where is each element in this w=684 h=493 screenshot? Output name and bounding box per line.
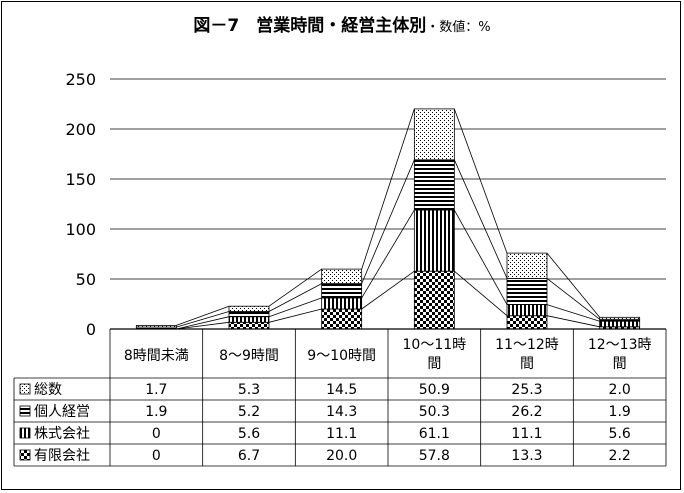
data-label: 26.2 — [511, 404, 542, 420]
bar-segment-有限会社 — [228, 321, 270, 330]
legend-key-個人経営 — [19, 405, 31, 417]
series-line-株式会社 — [176, 316, 230, 330]
bar-segment-有限会社 — [413, 270, 455, 330]
data-label: 20.0 — [326, 448, 357, 464]
y-tick-label: 200 — [65, 120, 96, 139]
data-label: 5.6 — [609, 426, 631, 442]
series-lines — [176, 108, 600, 330]
data-label: 0 — [152, 448, 161, 464]
series-line-総数 — [546, 252, 600, 318]
bar-segment-有限会社 — [506, 315, 548, 330]
series-line-総数 — [268, 268, 322, 307]
series-line-株式会社 — [453, 209, 508, 305]
bar-segment-総数 — [321, 268, 363, 285]
data-label: 11.1 — [511, 426, 542, 442]
series-line-有限会社 — [361, 270, 415, 310]
bar-segment-総数 — [413, 108, 455, 161]
bar-segment-株式会社 — [321, 297, 363, 310]
data-label: 50.9 — [419, 382, 450, 398]
bar-segment-総数 — [228, 305, 270, 312]
data-label: 13.3 — [511, 448, 542, 464]
series-line-有限会社 — [546, 315, 600, 328]
series-line-総数 — [361, 108, 415, 270]
chart-title: 図－7 営業時間・経営主体別・数値：% — [193, 15, 490, 36]
data-label: 5.2 — [238, 404, 260, 420]
data-label: 5.3 — [238, 382, 260, 398]
x-category-label: 11～12時 — [495, 337, 559, 353]
series-line-有限会社 — [176, 321, 230, 330]
data-label: 11.1 — [326, 426, 357, 442]
series-line-総数 — [176, 305, 230, 326]
chart-title-suffix: ・数値：% — [426, 19, 490, 35]
gridlines — [110, 78, 666, 280]
bar-segment-株式会社 — [506, 304, 548, 317]
legend-key-株式会社 — [19, 427, 31, 439]
series-line-個人経営 — [453, 159, 508, 279]
series-line-個人経営 — [546, 278, 600, 320]
series-line-株式会社 — [268, 297, 322, 318]
data-label: 0 — [152, 426, 161, 442]
bar-segment-個人経営 — [413, 159, 455, 211]
y-tick-label: 100 — [65, 220, 96, 239]
y-axis-tick-labels: 0 50 100 150 200 250 — [65, 70, 96, 339]
data-label: 5.6 — [238, 426, 260, 442]
series-line-株式会社 — [361, 209, 415, 299]
data-label: 61.1 — [419, 426, 450, 442]
legend-label: 総数 — [34, 382, 62, 398]
data-label: 50.3 — [419, 404, 450, 420]
bar-segment-総数 — [506, 252, 548, 279]
x-category-label: 12～13時 — [588, 337, 652, 353]
series-line-個人経営 — [361, 159, 415, 284]
bar-segment-総数 — [135, 324, 177, 328]
data-label: 1.9 — [145, 404, 167, 420]
legend-key-総数 — [19, 383, 31, 395]
series-line-有限会社 — [454, 270, 508, 317]
legend-label: 個人経営 — [34, 404, 90, 420]
legend-key-有限会社 — [19, 449, 31, 461]
bars — [135, 108, 641, 330]
x-category-label: 9～10時間 — [307, 348, 376, 364]
x-category-label: 間 — [613, 356, 627, 372]
y-tick-label: 0 — [86, 320, 96, 339]
data-label: 14.3 — [326, 404, 357, 420]
x-category-label: 間 — [520, 356, 534, 372]
chart-title-main: 図－7 営業時間・経営主体別 — [193, 15, 426, 36]
legend-label: 株式会社 — [34, 426, 90, 442]
data-label: 2.2 — [609, 448, 631, 464]
bar-segment-個人経営 — [321, 283, 363, 299]
series-line-個人経営 — [268, 283, 322, 312]
series-line-個人経営 — [176, 311, 230, 328]
data-label: 57.8 — [419, 448, 450, 464]
x-category-label: 8時間未満 — [124, 348, 189, 364]
bar-segment-個人経営 — [228, 311, 270, 318]
data-label: 14.5 — [326, 382, 357, 398]
bar-segment-株式会社 — [228, 316, 270, 323]
bar-segment-株式会社 — [599, 320, 641, 328]
legend-label: 有限会社 — [34, 448, 90, 464]
data-label: 25.3 — [511, 382, 542, 398]
x-category-label: 10～11時 — [403, 337, 467, 353]
data-label: 2.0 — [609, 382, 631, 398]
data-label: 1.7 — [145, 382, 167, 398]
y-tick-label: 50 — [76, 270, 96, 289]
series-line-有限会社 — [268, 308, 322, 323]
series-line-総数 — [453, 108, 508, 254]
y-tick-label: 250 — [65, 70, 96, 89]
bar-segment-総数 — [599, 316, 641, 320]
bar-segment-個人経営 — [506, 277, 548, 305]
x-category-label: 8～9時間 — [219, 348, 279, 364]
bar-segment-株式会社 — [413, 209, 455, 272]
data-label: 6.7 — [238, 448, 260, 464]
x-category-label: 間 — [427, 356, 441, 372]
bar-segment-有限会社 — [321, 308, 363, 330]
data-label: 1.9 — [609, 404, 631, 420]
y-tick-label: 150 — [65, 170, 96, 189]
series-line-株式会社 — [546, 304, 600, 322]
